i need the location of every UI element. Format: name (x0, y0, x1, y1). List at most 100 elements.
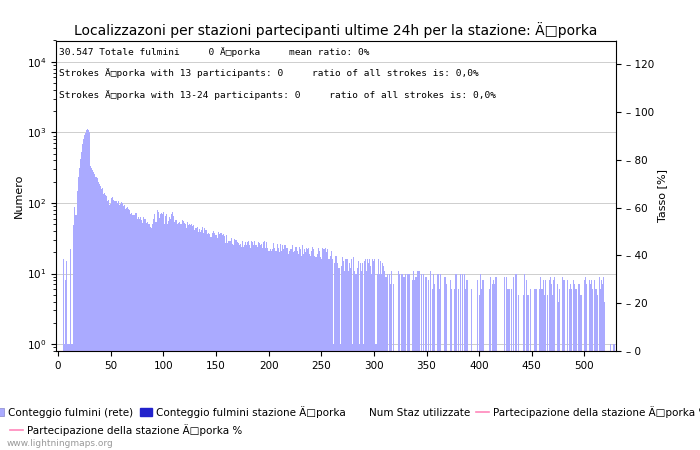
Bar (139, 219, 140, 450)
Bar (349, 263, 350, 450)
Bar (229, 241, 230, 450)
Bar (369, 259, 370, 450)
Bar (220, 233, 222, 450)
Bar (351, 259, 352, 450)
Bar (558, 302, 559, 450)
Bar (92, 170, 93, 450)
Bar (423, 274, 424, 450)
Bar (407, 274, 408, 450)
Bar (112, 197, 113, 450)
Bar (146, 223, 147, 450)
Bar (144, 219, 145, 450)
Bar (99, 186, 101, 450)
Bar (513, 277, 514, 450)
Bar (362, 263, 363, 450)
Bar (190, 225, 191, 450)
Bar (297, 251, 298, 450)
Bar (438, 274, 439, 450)
Bar (199, 232, 201, 450)
Bar (552, 295, 554, 450)
Bar (251, 241, 252, 450)
Bar (189, 224, 190, 450)
Bar (381, 274, 382, 450)
Bar (604, 302, 605, 450)
Bar (333, 344, 335, 450)
Bar (186, 228, 187, 450)
Bar (347, 259, 348, 450)
Bar (385, 277, 386, 450)
Bar (88, 130, 89, 450)
Bar (322, 248, 323, 450)
Bar (471, 289, 472, 450)
Bar (534, 289, 536, 450)
Bar (578, 284, 579, 450)
Bar (252, 242, 253, 450)
Bar (266, 242, 267, 450)
Bar (71, 344, 72, 450)
Bar (342, 257, 343, 450)
Text: Strokes Ä□porka with 13 participants: 0     ratio of all strokes is: 0,0%: Strokes Ä□porka with 13 participants: 0 … (59, 68, 479, 78)
Bar (450, 280, 452, 450)
Bar (305, 252, 306, 450)
Bar (285, 245, 286, 450)
Bar (598, 277, 600, 450)
Bar (279, 252, 280, 450)
Bar (490, 277, 491, 450)
Bar (360, 270, 362, 450)
Bar (437, 274, 438, 450)
Bar (174, 222, 176, 450)
Bar (95, 177, 97, 450)
Bar (408, 274, 409, 450)
Bar (136, 219, 138, 450)
Bar (377, 259, 379, 450)
Bar (118, 205, 120, 450)
Bar (161, 213, 162, 450)
Bar (153, 219, 155, 450)
Bar (404, 277, 405, 450)
Bar (209, 234, 210, 450)
Bar (314, 256, 316, 450)
Bar (148, 224, 149, 450)
Bar (178, 222, 180, 450)
Bar (345, 259, 346, 450)
Bar (103, 194, 104, 450)
Bar (316, 254, 318, 450)
Bar (262, 242, 264, 450)
Bar (241, 241, 243, 450)
Bar (239, 244, 241, 450)
Bar (482, 280, 483, 450)
Bar (180, 224, 181, 450)
Bar (418, 270, 419, 450)
Bar (352, 344, 354, 450)
Bar (66, 261, 67, 450)
Bar (309, 254, 310, 450)
Bar (330, 256, 331, 450)
Bar (184, 223, 185, 450)
Bar (204, 228, 205, 450)
Bar (289, 251, 290, 450)
Bar (563, 280, 564, 450)
Bar (387, 274, 388, 450)
Bar (367, 259, 368, 450)
Bar (542, 280, 544, 450)
Bar (483, 280, 484, 450)
Bar (356, 268, 358, 450)
Bar (65, 280, 66, 450)
Bar (310, 256, 312, 450)
Bar (348, 270, 349, 450)
Text: Strokes Ä□porka with 13-24 participants: 0     ratio of all strokes is: 0,0%: Strokes Ä□porka with 13-24 participants:… (59, 90, 496, 100)
Bar (321, 259, 322, 450)
Bar (366, 270, 367, 450)
Bar (165, 216, 166, 450)
Bar (157, 210, 158, 450)
Bar (298, 254, 299, 450)
Bar (109, 205, 110, 450)
Bar (382, 263, 383, 450)
Bar (302, 245, 303, 450)
Bar (83, 139, 84, 450)
Bar (230, 241, 231, 450)
Bar (265, 248, 266, 450)
Bar (337, 268, 339, 450)
Bar (207, 234, 208, 450)
Bar (208, 233, 209, 450)
